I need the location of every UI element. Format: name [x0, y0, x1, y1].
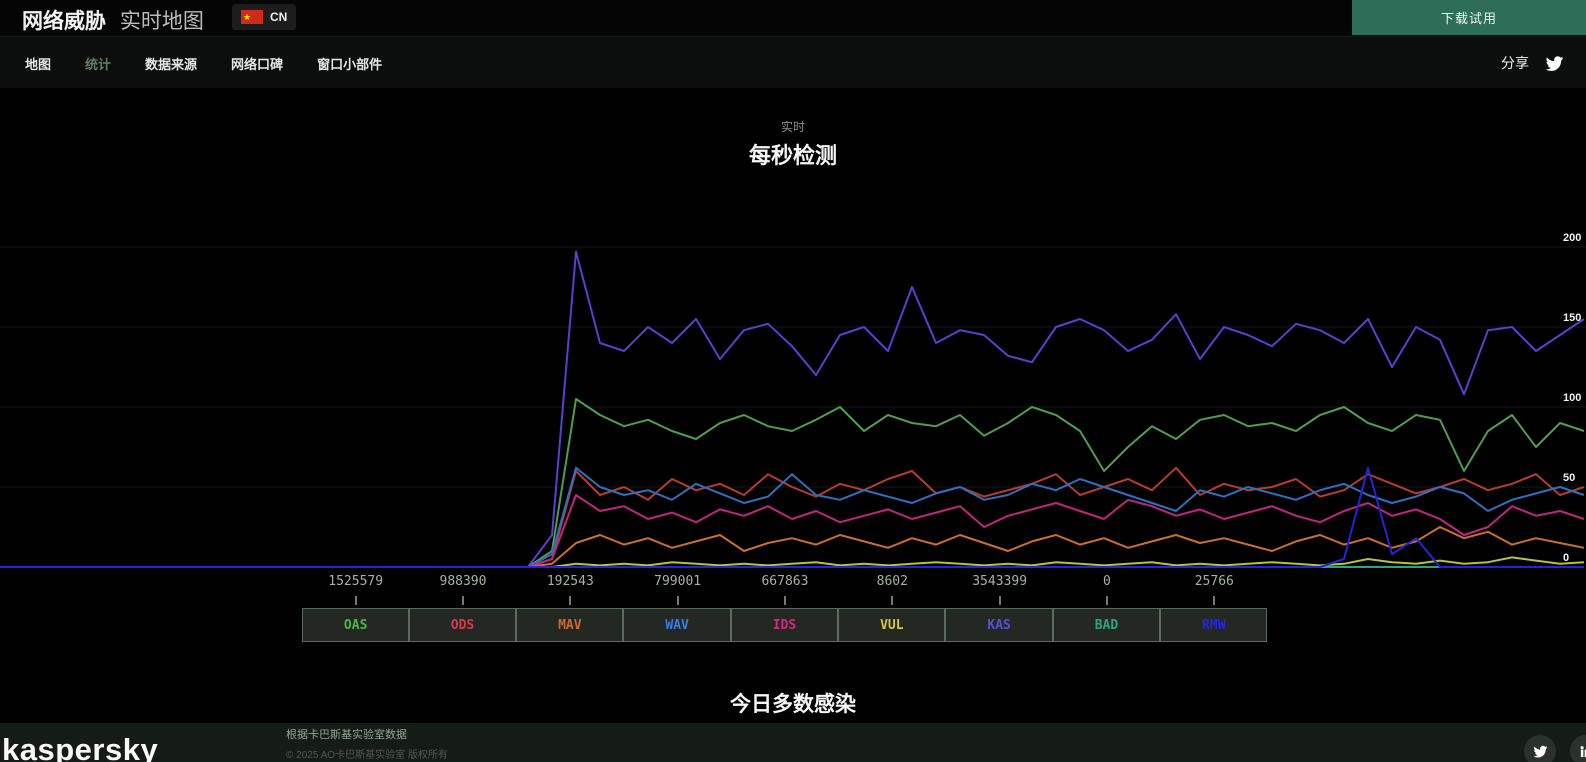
legend-item-vul: 8602 VUL — [838, 574, 946, 642]
legend-count-ods: 988390 — [439, 574, 487, 589]
legend-tick — [891, 596, 894, 605]
legend-button-mav[interactable]: MAV — [516, 608, 624, 642]
legend-item-ids: 667863 IDS — [730, 574, 839, 642]
footer-copyright: © 2025 AO卡巴斯基实验室 版权所有 — [286, 750, 448, 761]
linkedin-icon[interactable] — [1570, 735, 1586, 762]
nav-bar: 地图 统计 数据来源 网络口碑 窗口小部件 分享 — [0, 36, 1586, 88]
legend-tick — [354, 596, 357, 605]
legend-item-bad: 0 BAD — [1052, 574, 1161, 642]
tab-data-sources[interactable]: 数据来源 — [145, 56, 198, 72]
legend-count-ids: 667863 — [761, 574, 809, 589]
legend-tick — [998, 596, 1001, 605]
country-code: CN — [270, 10, 288, 24]
series-line-wav — [0, 466, 1585, 568]
legend-item-wav: 799001 WAV — [623, 574, 731, 642]
legend-button-vul[interactable]: VUL — [838, 608, 946, 642]
y-axis-tick-label: 100 — [1563, 392, 1582, 404]
legend-tick — [783, 596, 786, 605]
legend-count-wav: 799001 — [654, 574, 702, 589]
legend-tick — [1105, 596, 1108, 605]
legend-count-kas: 3543399 — [972, 574, 1028, 589]
y-axis-tick-label: 200 — [1563, 232, 1582, 244]
legend-button-wav[interactable]: WAV — [623, 608, 731, 642]
page-title-light: 实时地图 — [119, 10, 204, 33]
page-title-bold: 网络威胁 — [22, 10, 106, 33]
legend-item-ods: 988390 ODS — [408, 574, 517, 642]
chart-title: 每秒检测 — [748, 143, 837, 168]
nav-right: 分享 — [1501, 37, 1564, 89]
series-line-vul — [0, 556, 1585, 568]
header: 网络威胁 实时地图 ★ CN 下载试用 — [0, 0, 1586, 36]
legend-item-rmw: 25766 RMW — [1160, 574, 1268, 642]
share-link[interactable]: 分享 — [1501, 55, 1529, 71]
tab-web-reputation[interactable]: 网络口碑 — [231, 56, 284, 72]
china-flag-icon: ★ — [241, 10, 263, 24]
tab-statistics[interactable]: 统计 — [85, 56, 112, 72]
page-title: 网络威胁 实时地图 — [22, 5, 204, 35]
twitter-icon[interactable] — [1545, 54, 1564, 73]
series-line-rmw — [0, 466, 1584, 568]
tab-map[interactable]: 地图 — [25, 56, 52, 72]
series-line-mav — [0, 526, 1585, 568]
legend-count-mav: 192543 — [546, 574, 594, 589]
y-axis-tick-label: 150 — [1563, 312, 1582, 324]
legend-count-vul: 8602 — [876, 574, 908, 589]
chart-legend: 1525579 OAS 988390 ODS 192543 MAV 799001 WAV 667… — [302, 574, 1268, 642]
kaspersky-logo: kaspersky — [2, 732, 159, 762]
series-line-ids — [0, 494, 1585, 568]
chart-subtitle: 实时 — [780, 120, 805, 134]
y-axis-tick-label: 50 — [1563, 472, 1576, 484]
legend-button-ids[interactable]: IDS — [730, 608, 839, 642]
legend-tick — [676, 596, 679, 605]
legend-tick — [461, 596, 464, 605]
footer-credit: 根据卡巴斯基实验室数据 © 2025 AO卡巴斯基实验室 版权所有 — [286, 726, 448, 761]
download-trial-button[interactable]: 下载试用 — [1352, 0, 1586, 35]
footer-credit-line1: 根据卡巴斯基实验室数据 — [286, 729, 407, 741]
legend-count-oas: 1525579 — [328, 574, 384, 589]
series-line-ods — [0, 466, 1585, 568]
legend-item-oas: 1525579 OAS — [302, 574, 410, 642]
footer-social — [1524, 735, 1586, 762]
legend-count-bad: 0 — [1103, 574, 1111, 589]
legend-button-kas[interactable]: KAS — [945, 608, 1053, 642]
legend-button-ods[interactable]: ODS — [408, 608, 517, 642]
y-axis-tick-label: 0 — [1563, 552, 1570, 564]
legend-item-mav: 192543 MAV — [516, 574, 624, 642]
series-line-kas — [0, 250, 1585, 568]
most-infected-today-title: 今日多数感染 — [730, 693, 856, 716]
legend-tick — [1213, 596, 1216, 605]
tab-widget[interactable]: 窗口小部件 — [317, 56, 383, 72]
twitter-icon[interactable] — [1524, 735, 1556, 762]
legend-tick — [569, 596, 572, 605]
country-selector[interactable]: ★ CN — [232, 4, 297, 30]
legend-count-rmw: 25766 — [1194, 574, 1234, 589]
nav-tabs: 地图 统计 数据来源 网络口碑 窗口小部件 — [25, 37, 382, 89]
legend-button-bad[interactable]: BAD — [1052, 608, 1161, 642]
footer: kaspersky 根据卡巴斯基实验室数据 © 2025 AO卡巴斯基实验室 版… — [0, 723, 1586, 762]
legend-button-rmw[interactable]: RMW — [1160, 608, 1268, 642]
series-line-oas — [0, 398, 1585, 568]
legend-item-kas: 3543399 KAS — [945, 574, 1053, 642]
legend-button-oas[interactable]: OAS — [302, 608, 410, 642]
